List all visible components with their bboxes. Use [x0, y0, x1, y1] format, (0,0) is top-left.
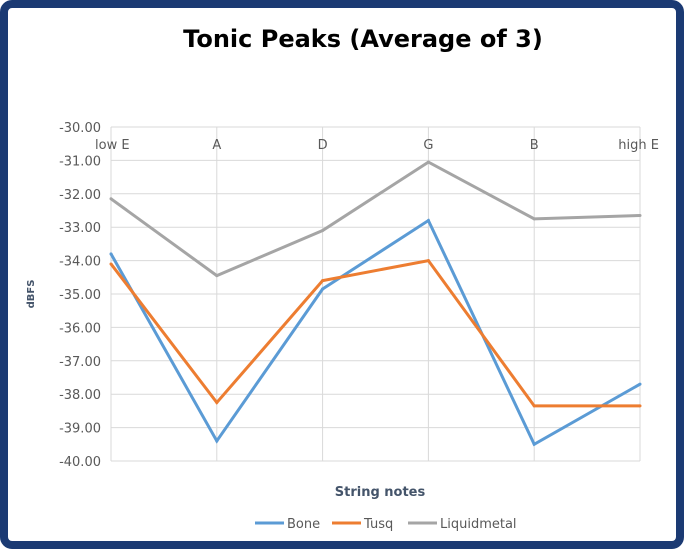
legend-label-tusq: Tusq — [363, 517, 393, 532]
y-tick-label: -34.00 — [59, 255, 101, 270]
y-tick-label: -38.00 — [59, 388, 101, 403]
x-tick-label: B — [530, 138, 539, 153]
y-tick-label: -31.00 — [59, 154, 101, 169]
y-tick-label: -33.00 — [59, 221, 101, 236]
data-point-liquidmetal — [215, 274, 219, 278]
data-point-tusq — [109, 262, 113, 266]
y-tick-label: -30.00 — [59, 121, 101, 136]
y-tick-label: -32.00 — [59, 188, 101, 203]
data-point-liquidmetal — [638, 214, 642, 218]
y-tick-label: -39.00 — [59, 422, 101, 437]
y-tick-label: -36.00 — [59, 321, 101, 336]
series-line-bone — [109, 218, 641, 447]
line-chart: Tonic Peaks (Average of 3) -30.00-31.00-… — [26, 25, 659, 532]
x-axis-title: String notes — [335, 485, 426, 500]
gridlines — [110, 126, 641, 462]
data-point-bone — [321, 287, 325, 291]
data-point-bone — [215, 439, 219, 443]
data-point-bone — [109, 252, 113, 256]
data-point-bone — [638, 382, 642, 386]
x-tick-label: G — [423, 138, 433, 153]
series-line-tusq — [109, 258, 640, 408]
data-point-tusq — [426, 259, 430, 263]
x-tick-label: A — [212, 138, 221, 153]
data-point-tusq — [638, 404, 642, 408]
y-axis-title: dBFS — [26, 280, 37, 309]
y-tick-label: -40.00 — [59, 455, 101, 470]
data-point-tusq — [532, 404, 536, 408]
data-point-bone — [532, 442, 536, 446]
x-tick-label: D — [318, 138, 328, 153]
x-tick-label: high E — [618, 138, 659, 153]
data-point-tusq — [321, 279, 325, 283]
data-point-bone — [426, 219, 430, 223]
legend: Bone Tusq Liquidmetal — [255, 517, 517, 532]
x-tick-label: low E — [95, 138, 130, 153]
series-lines — [109, 160, 642, 447]
y-tick-label: -37.00 — [59, 355, 101, 370]
legend-label-bone: Bone — [287, 517, 320, 532]
chart-title: Tonic Peaks (Average of 3) — [183, 25, 543, 53]
legend-label-liquidmetal: Liquidmetal — [440, 517, 517, 532]
series-line-liquidmetal — [110, 160, 641, 278]
data-point-liquidmetal — [426, 160, 430, 164]
data-point-liquidmetal — [321, 229, 325, 233]
y-tick-labels: -30.00 -31.00 -32.00 -33.00 -34.00 -35.00 -36.… — [59, 121, 101, 470]
data-point-tusq — [215, 401, 219, 405]
data-point-liquidmetal — [109, 197, 113, 201]
y-tick-label: -35.00 — [59, 288, 101, 303]
data-point-liquidmetal — [532, 217, 536, 221]
